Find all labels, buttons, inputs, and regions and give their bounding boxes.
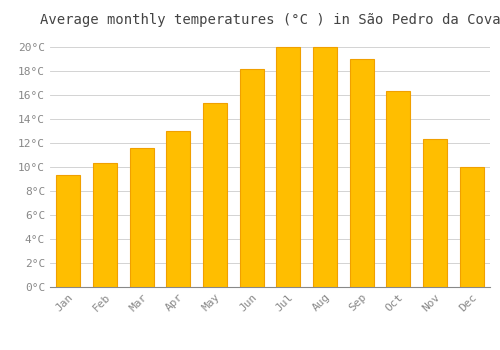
Bar [276,47,300,287]
Bar [350,59,374,287]
Bar [423,139,447,287]
Title: Average monthly temperatures (°C ) in São Pedro da Cova: Average monthly temperatures (°C ) in Sã… [40,13,500,27]
Bar [240,69,264,287]
Bar [203,103,227,287]
Bar [93,163,117,287]
Bar [166,131,190,287]
Bar [460,167,483,287]
Bar [313,47,337,287]
Bar [56,175,80,287]
Bar [386,91,410,287]
Bar [130,148,154,287]
